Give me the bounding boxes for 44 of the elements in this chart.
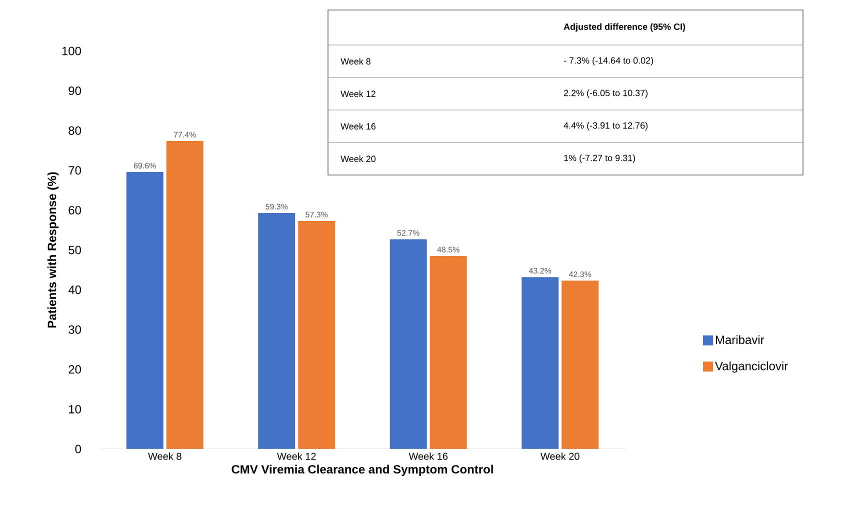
- data-label: 52.7%: [397, 230, 420, 236]
- y-tick-label: 10: [69, 404, 82, 414]
- data-label: 69.6%: [134, 162, 156, 168]
- data-label: 57.3%: [306, 212, 328, 218]
- annotation: Week 12: [340, 90, 376, 98]
- x-tick-label: Week 12: [277, 452, 316, 460]
- y-tick-label: 80: [68, 126, 82, 135]
- bar: [258, 212, 296, 449]
- text: Adjusted difference (95% CI): [564, 23, 686, 32]
- x-tick-label: Week 8: [148, 452, 182, 460]
- y-tick-label: 40: [68, 286, 82, 294]
- bar: [430, 256, 467, 449]
- x-axis-title: CMV Viremia Clearance and Symptom Control: [232, 464, 493, 476]
- annotation: Week 16: [340, 122, 376, 130]
- y-axis-title: Patients with Response (%): [47, 172, 59, 328]
- bar: [390, 239, 427, 449]
- legend-label: Maribavir: [716, 335, 764, 344]
- data-label: 77.4%: [174, 132, 196, 138]
- y-tick-label: 30: [68, 325, 82, 334]
- data-label: 48.5%: [437, 246, 460, 252]
- annotation: Week 20: [340, 155, 376, 162]
- bar: [522, 277, 559, 449]
- bar: [126, 172, 164, 449]
- data-label: 59.3%: [266, 204, 288, 210]
- data-label: 43.2%: [528, 268, 552, 274]
- y-tick-label: 70: [68, 166, 82, 175]
- y-tick-label: 50: [68, 246, 82, 254]
- annotation: Week 8: [340, 58, 370, 65]
- legend-label: Valganciclovir: [715, 361, 788, 373]
- y-tick-label: 0: [75, 444, 82, 454]
- x-tick-label: Week 16: [408, 452, 448, 460]
- bar: [562, 280, 599, 449]
- bar: [166, 140, 204, 449]
- y-tick-label: 20: [68, 365, 82, 374]
- annotation: - 7.3% (-14.64 to 0.02): [564, 57, 654, 66]
- annotation: 2.2% (-6.05 to 10.37): [564, 90, 648, 98]
- data-label: 42.3%: [568, 271, 592, 278]
- bar: [298, 220, 336, 449]
- y-tick-label: 90: [68, 86, 82, 96]
- annotation: 1% (-7.27 to 9.31): [564, 154, 636, 163]
- x-tick-label: Week 20: [540, 452, 580, 460]
- y-tick-label: 100: [62, 46, 82, 56]
- y-tick-label: 60: [68, 206, 82, 214]
- annotation: 4.4% (-3.91 to 12.76): [564, 122, 648, 130]
